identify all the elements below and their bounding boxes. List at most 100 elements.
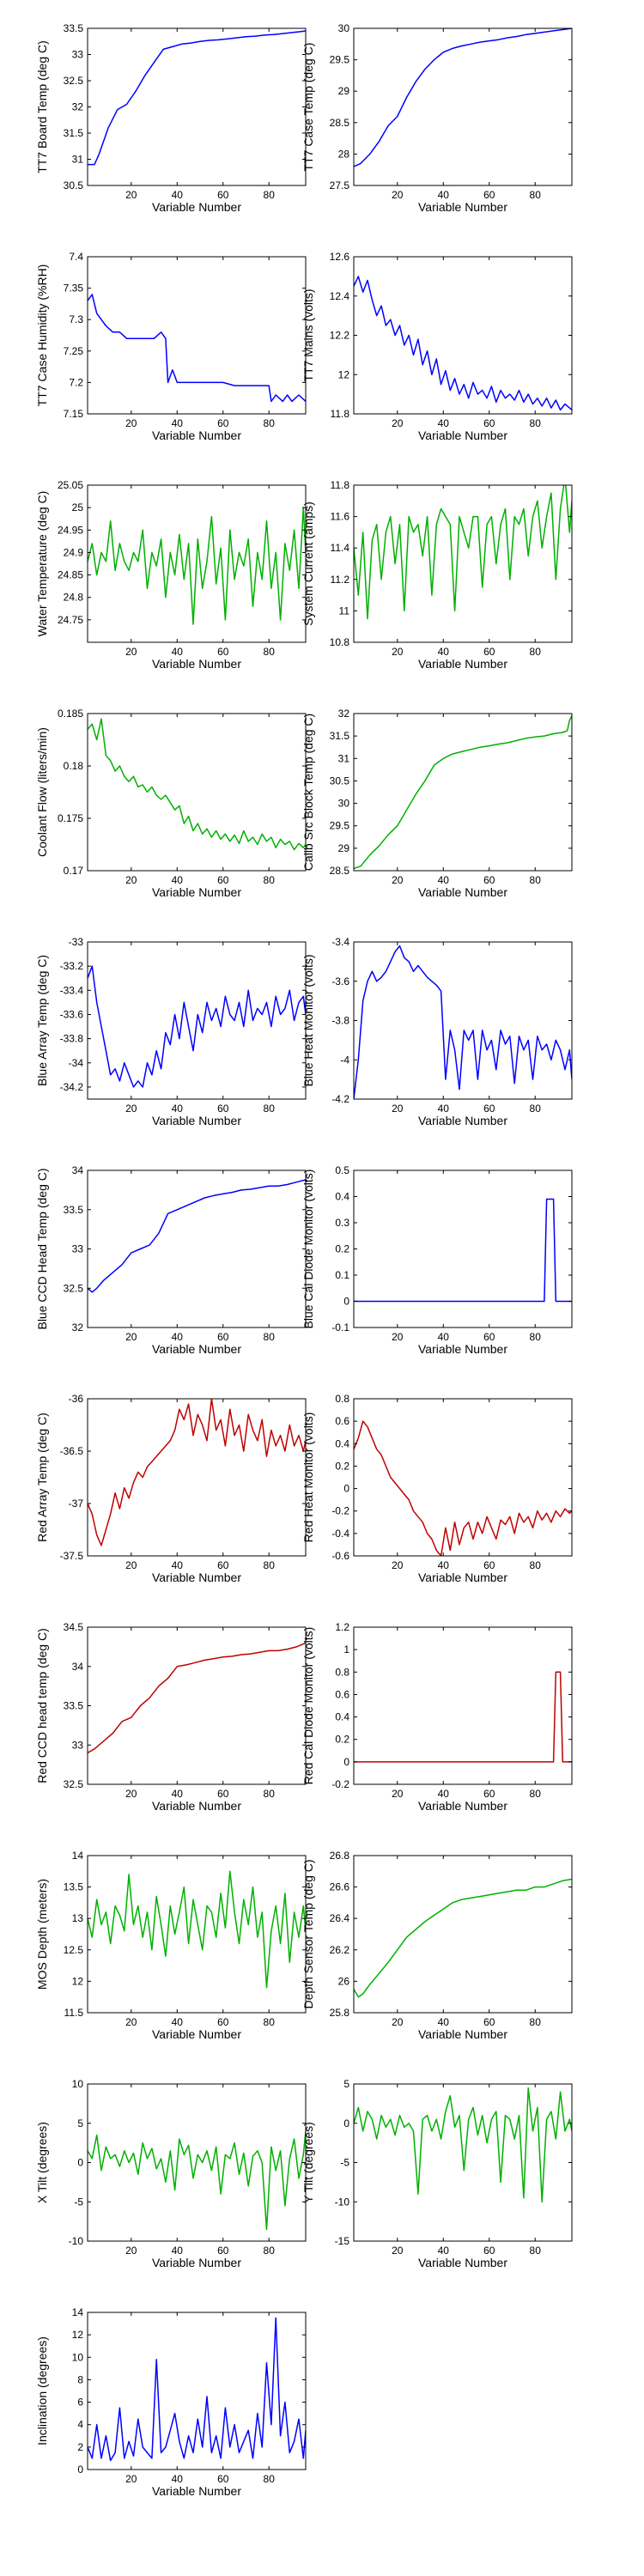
y-axis-label: TT7 Case Temp (deg C) [301,43,315,172]
y-tick-label: -37 [69,1498,84,1510]
y-tick-label: 25.8 [330,2007,350,2019]
y-tick-label: 12.2 [330,330,350,342]
y-tick-label: 5 [343,2078,349,2090]
chart-blue-heat-monitor-volts: 20 40 60 80 -4.2 -4 -3.8 -3.6 -3.4 Variable Numbe… [301,936,573,1127]
y-tick-label: 0 [343,2117,349,2129]
x-tick-label: 80 [264,646,276,658]
plot-frame [87,1398,307,1557]
x-tick-label: 80 [530,417,542,429]
series-line [88,2317,306,2462]
series-line [88,965,306,1088]
y-tick-label: 28.5 [330,865,350,877]
y-tick-label: 32.5 [64,75,84,87]
y-tick-label: 30 [338,22,350,34]
y-tick-label: 30 [338,798,350,810]
y-axis-label: Red Array Temp (deg C) [35,1413,49,1542]
y-axis-label: Blue Cal Diode Monitor (volts) [301,1170,315,1329]
y-tick-label: -15 [335,2235,350,2247]
y-tick-label: 4 [77,2419,83,2431]
y-tick-label: 24.95 [58,524,83,536]
x-tick-label: 40 [438,2245,450,2257]
y-tick-label: 7.2 [69,376,83,388]
y-axis-label: Blue CCD Head Temp (deg C) [35,1168,49,1329]
y-tick-label: 27.5 [330,179,350,191]
chart-inclination-degrees: 20 40 60 80 0 2 4 6 8 10 12 14 Variable Number Inclin… [35,2306,307,2498]
x-axis-label: Variable Number [152,1799,241,1813]
y-tick-label: 13 [72,1912,84,1924]
y-tick-label: 31 [72,154,84,166]
y-tick-label: 29.5 [330,820,350,832]
y-tick-label: -10 [335,2196,350,2208]
y-tick-label: 33.5 [64,22,84,34]
y-tick-label: 0.8 [335,1666,349,1678]
y-tick-label: 11 [339,605,350,617]
y-tick-label: 24.8 [64,592,84,604]
series-line [354,276,572,411]
x-tick-label: 60 [483,1331,495,1343]
x-tick-label: 40 [172,646,184,658]
y-axis-label: TT7 Case Humidity (%RH) [35,264,49,407]
y-tick-label: 28 [338,148,350,160]
y-tick-label: 11.2 [331,574,350,586]
x-tick-label: 80 [264,2016,276,2028]
y-tick-label: 32 [338,708,350,720]
y-tick-label: 14 [72,1850,84,1862]
x-tick-label: 40 [438,1331,450,1343]
plot-frame [87,484,307,643]
x-tick-label: 20 [392,189,404,201]
y-tick-label: 26.6 [330,1881,350,1893]
y-tick-label: 34 [72,1661,84,1673]
x-axis-label: Variable Number [418,1342,507,1356]
x-tick-label: 60 [217,1103,229,1115]
y-tick-label: 0 [343,1296,349,1308]
x-tick-label: 40 [172,1788,184,1800]
plot-frame [353,484,573,643]
x-tick-label: 20 [125,1559,137,1571]
plot-frame [87,941,307,1100]
y-tick-label: 0.2 [335,1460,349,1472]
plot-frame [87,1170,307,1328]
y-tick-label: 0 [343,1756,349,1768]
y-axis-label: Y Tilt (degrees) [301,2122,315,2203]
x-tick-label: 20 [392,1559,404,1571]
x-tick-label: 20 [125,2473,137,2485]
series-line [88,294,306,403]
x-axis-label: Variable Number [418,2027,507,2041]
y-axis-label: TT7 Board Temp (deg C) [35,40,49,173]
y-axis-label: Depth Sensor Temp (deg C) [301,1859,315,2008]
y-axis-label: Red Cal Diode Monitor (volts) [301,1627,315,1785]
chart-tt7-mains-volts: 20 40 60 80 11.8 12 12.2 12.4 12.6 Variable Numbe… [301,251,573,442]
chart-water-temperature-deg-c: 20 40 60 80 24.75 24.8 24.85 24.9 24.95 25 25.05 Va… [35,479,307,671]
y-axis-label: X Tilt (degrees) [35,2122,49,2203]
x-tick-label: 80 [264,2245,276,2257]
x-tick-label: 80 [264,189,276,201]
x-tick-label: 20 [125,417,137,429]
y-tick-label: 0.8 [335,1393,349,1405]
y-axis-label: Red Heat Monitor (volts) [301,1413,315,1543]
y-tick-label: 32 [72,1321,84,1334]
plot-frame [353,1398,573,1557]
x-axis-label: Variable Number [418,657,507,671]
series-line [88,718,306,851]
x-tick-label: 60 [217,2016,229,2028]
x-tick-label: 80 [264,874,276,886]
x-tick-label: 80 [530,189,542,201]
x-tick-label: 60 [483,417,495,429]
x-axis-label: Variable Number [152,200,241,214]
x-tick-label: 60 [483,1788,495,1800]
y-tick-label: 24.75 [58,614,83,626]
x-tick-label: 40 [172,2245,184,2257]
series-line [354,485,572,620]
y-tick-label: -3.4 [331,936,349,948]
y-tick-label: 13.5 [64,1881,84,1893]
x-tick-label: 60 [217,1559,229,1571]
x-tick-label: 80 [530,1788,542,1800]
x-tick-label: 20 [392,2245,404,2257]
x-tick-label: 20 [392,1788,404,1800]
y-tick-label: 26.4 [330,1912,350,1924]
y-tick-label: 8 [77,2373,83,2385]
chart-system-current-amps: 20 40 60 80 10.8 11 11.2 11.4 11.6 11.8 Variable N… [301,479,573,671]
chart-red-cal-diode-monitor-volts: 20 40 60 80 -0.2 0 0.2 0.4 0.6 0.8 1 1.2 Variable Nu… [301,1621,573,1813]
y-tick-label: -33.4 [60,984,84,996]
x-tick-label: 40 [438,1103,450,1115]
